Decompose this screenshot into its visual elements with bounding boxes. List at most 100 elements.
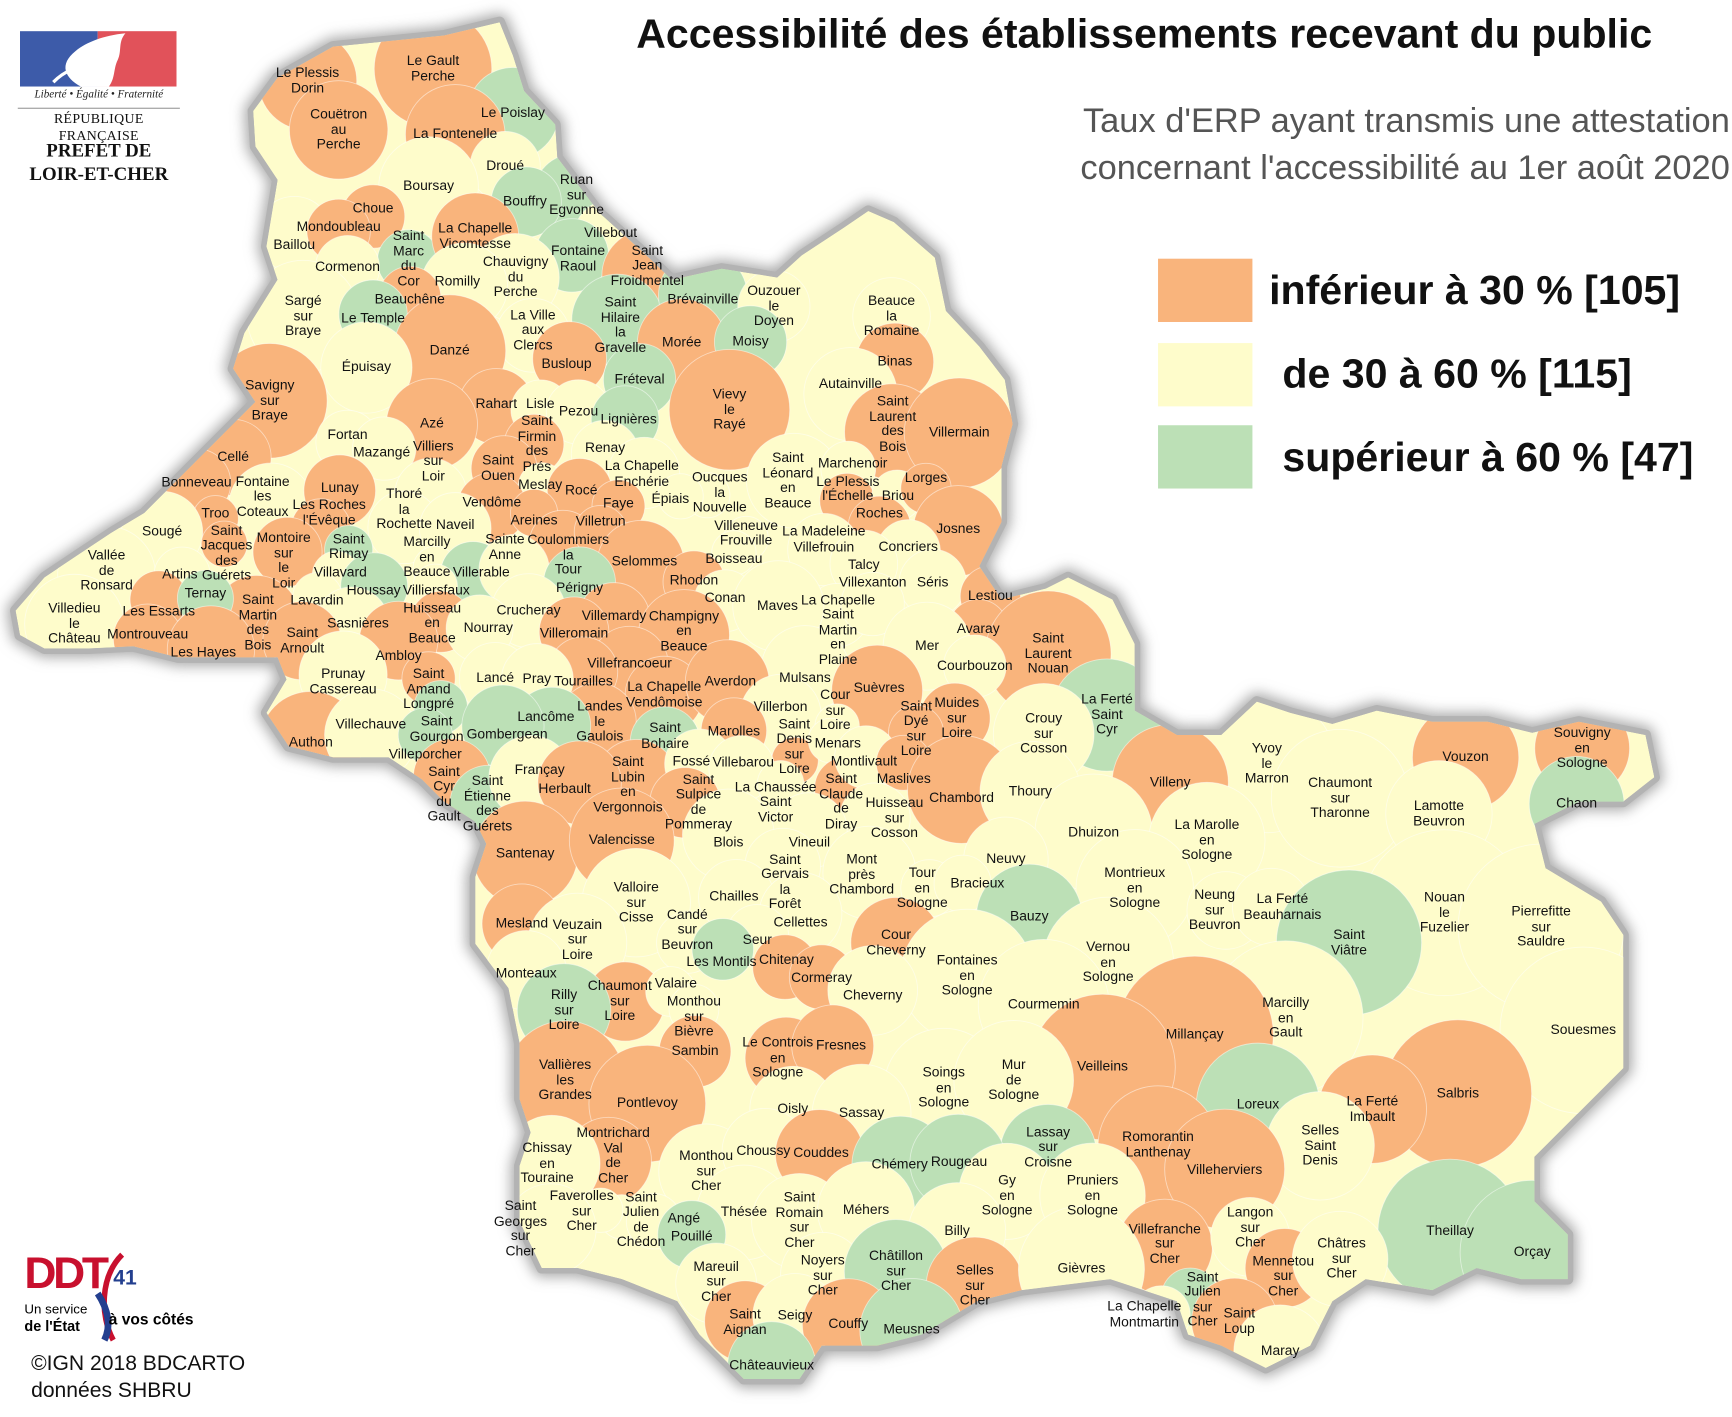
commune-area bbox=[657, 473, 704, 520]
commune-label: Saint Firmin des Prés bbox=[517, 413, 557, 475]
commune-label: Le Gault Perche bbox=[406, 52, 460, 84]
commune-label: Autainville bbox=[818, 375, 883, 392]
commune-label: Crouy sur Cosson bbox=[1020, 710, 1068, 756]
commune-label: Saint Georges sur Cher bbox=[493, 1198, 548, 1259]
commune-label: Villerable bbox=[452, 564, 510, 580]
commune-label: Vallée de Ronsard bbox=[80, 547, 133, 593]
commune-label: Lorges bbox=[904, 470, 948, 486]
commune-label: Beauchêne bbox=[374, 291, 445, 308]
commune-label: Fontaine Raoul bbox=[551, 242, 606, 274]
commune-label: Tour en Sologne bbox=[896, 864, 948, 911]
subtitle-line-1: Taux d'ERP ayant transmis une attestatio… bbox=[1082, 101, 1730, 140]
commune-label: Le Poislay bbox=[480, 104, 545, 121]
commune-label: Monteaux bbox=[495, 964, 557, 981]
prefecture-line-2: LOIR-ET-CHER bbox=[29, 163, 169, 185]
commune-label: Busloup bbox=[541, 355, 592, 371]
commune-label: Saint Arnoult bbox=[280, 624, 325, 656]
commune-label: Villiersfaux bbox=[402, 582, 470, 598]
commune-label: Vineuil bbox=[788, 833, 831, 850]
commune-label: Saint Laurent Nouan bbox=[1024, 630, 1072, 676]
commune-label: Chémery bbox=[871, 1156, 928, 1172]
commune-label: Saint Jean Froidmentel bbox=[610, 242, 684, 288]
commune-label: Champigny en Beauce bbox=[648, 607, 720, 654]
commune-label: Pouillé bbox=[670, 1228, 713, 1245]
commune-label: Villexanton bbox=[838, 573, 907, 590]
commune-label: Montrouveau bbox=[107, 626, 189, 642]
commune-label: Nourray bbox=[463, 619, 513, 636]
commune-area bbox=[840, 571, 905, 637]
commune-label: Vendôme bbox=[462, 494, 522, 510]
commune-label: Neuvy bbox=[986, 850, 1026, 867]
commune-label: Rocé bbox=[565, 482, 598, 498]
commune-label: Noyers sur Cher bbox=[800, 1252, 845, 1298]
commune-label: Concriers bbox=[878, 538, 938, 554]
commune-label: Gombergean bbox=[466, 726, 548, 743]
commune-label: Saint Marc du Cor bbox=[392, 227, 425, 289]
commune-label: Houssay bbox=[346, 582, 401, 598]
commune-label: Boisseau bbox=[705, 550, 763, 567]
commune-label: Veuzain sur Loire bbox=[552, 916, 603, 962]
commune-label: La Fontenelle bbox=[413, 125, 498, 142]
commune-label: Le Plessis l'Échelle bbox=[816, 473, 880, 505]
commune-label: Choussy bbox=[736, 1142, 791, 1159]
commune-label: Saint Julien sur Cher bbox=[1184, 1268, 1221, 1330]
commune-label: Périgny bbox=[556, 579, 604, 595]
commune-label: Huisseau sur Cosson bbox=[865, 794, 924, 841]
commune-label: Faye bbox=[603, 495, 634, 512]
commune-label: Cour sur Loire bbox=[819, 687, 851, 733]
commune-label: Veilleins bbox=[1077, 1058, 1128, 1074]
commune-label: Gy en Sologne bbox=[981, 1172, 1033, 1218]
commune-label: Cheverny bbox=[842, 987, 903, 1004]
commune-label: Souvigny en Sologne bbox=[1553, 724, 1611, 771]
commune-label: Sainte Anne bbox=[485, 531, 525, 563]
commune-area bbox=[352, 416, 417, 481]
commune-label: Les Hayes bbox=[170, 644, 237, 661]
commune-label: Saint Bohaire bbox=[641, 720, 689, 751]
commune-label: Séris bbox=[916, 574, 949, 590]
commune-area bbox=[288, 80, 389, 180]
commune-label: Orçay bbox=[1513, 1243, 1551, 1260]
commune-label: Saint Étienne des Guérets bbox=[462, 772, 513, 834]
commune-label: La Chaussée Saint Victor bbox=[734, 778, 817, 825]
commune-label: Thoré la Rochette bbox=[376, 486, 432, 532]
commune-label: Mont près Chambord bbox=[829, 851, 895, 898]
commune-label: Villebout bbox=[584, 224, 638, 241]
commune-label: Renay bbox=[585, 440, 626, 456]
commune-label: Lunay bbox=[320, 479, 359, 496]
commune-label: Meusnes bbox=[883, 1321, 940, 1338]
commune-label: Ouzouer le Doyen bbox=[747, 282, 801, 329]
ddt-logo: DDT 41 Un service de l'État à vos côtés bbox=[24, 1249, 193, 1343]
commune-label: Candé sur Beuvron bbox=[661, 906, 714, 952]
commune-label: Saint Claude de Diray bbox=[819, 770, 864, 832]
commune-label: Sasnières bbox=[327, 615, 389, 631]
commune-label: Épiais bbox=[651, 491, 690, 507]
commune-label: Lignières bbox=[600, 411, 657, 427]
commune-label: Marchenoir bbox=[817, 455, 888, 472]
commune-label: Villeromain bbox=[539, 625, 609, 642]
commune-label: Villeherviers bbox=[1186, 1161, 1263, 1178]
commune-label: Saint Laurent des Bois bbox=[869, 393, 917, 454]
commune-label: Bracieux bbox=[950, 875, 1005, 891]
commune-label: Lavardin bbox=[290, 592, 344, 609]
commune-label: Villemardy bbox=[581, 607, 647, 623]
commune-label: Saint Loup bbox=[1223, 1305, 1256, 1336]
commune-label: Lassay sur Croisne bbox=[1024, 1124, 1073, 1170]
commune-label: Bonneveau bbox=[161, 474, 232, 490]
commune-label: Crucheray bbox=[496, 602, 561, 618]
commune-label: La Chapelle Montmartin bbox=[1107, 1298, 1182, 1330]
commune-label: Blois bbox=[713, 834, 744, 850]
map-title: Accessibilité des établissements recevan… bbox=[636, 11, 1653, 57]
commune-label: Rahart bbox=[475, 396, 518, 412]
commune-label: Saint Gervais la Forêt bbox=[761, 851, 809, 912]
legend-swatch-low bbox=[1158, 258, 1253, 322]
commune-area bbox=[691, 918, 754, 981]
commune-label: Droué bbox=[486, 157, 525, 174]
commune-label: Langon sur Cher bbox=[1227, 1204, 1274, 1251]
commune-label: Artins bbox=[162, 566, 198, 583]
credit-data: données SHBRU bbox=[31, 1378, 192, 1403]
commune-label: Ternay bbox=[184, 585, 227, 602]
commune-label: Troo bbox=[201, 505, 230, 521]
commune-label: Cellé bbox=[217, 448, 249, 465]
commune-label: Muides sur Loire bbox=[934, 694, 980, 741]
